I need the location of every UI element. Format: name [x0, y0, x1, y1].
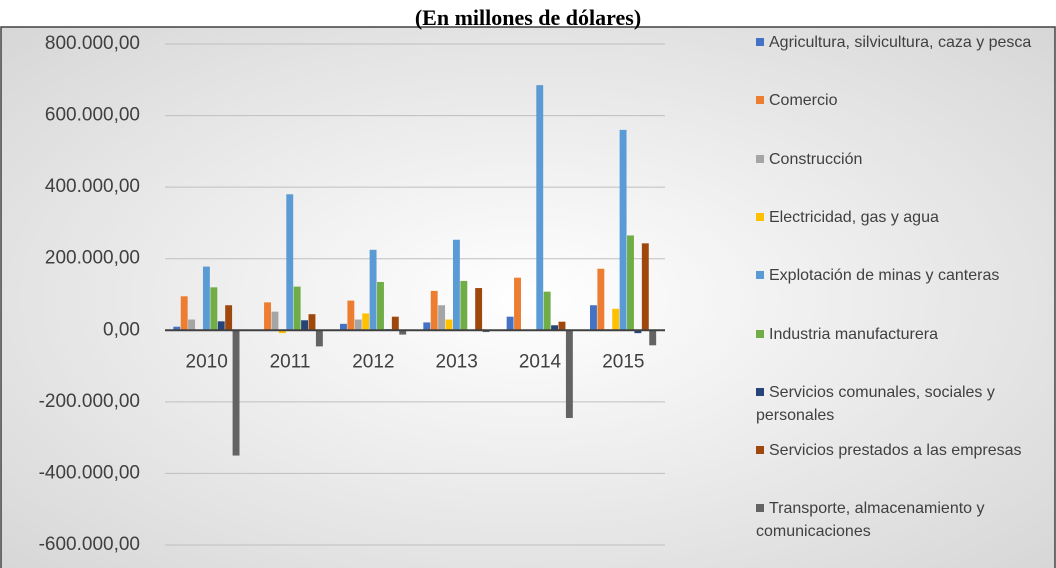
bar — [460, 280, 468, 331]
legend-label: Electricidad, gas y agua — [769, 208, 939, 226]
x-tick-label: 2015 — [602, 351, 644, 372]
bar — [423, 322, 431, 331]
bar — [301, 320, 309, 331]
y-tick-label: -400.000,00 — [39, 462, 140, 483]
bar — [430, 290, 438, 331]
x-tick-label: 2011 — [270, 351, 311, 372]
bar — [225, 305, 233, 331]
bar — [340, 323, 347, 331]
bar — [445, 319, 453, 331]
bar — [565, 330, 573, 418]
bar — [354, 319, 362, 331]
bar — [210, 287, 218, 331]
legend-label: Servicios comunales, sociales y personal… — [756, 383, 995, 424]
bar — [173, 326, 181, 331]
legend-label: Servicios prestados a las empresas — [769, 442, 1022, 460]
legend-swatch — [756, 504, 764, 513]
bar — [271, 311, 279, 331]
bar — [180, 296, 188, 331]
x-tick-label: 2010 — [186, 351, 228, 372]
bar — [369, 249, 377, 331]
legend-item: Construcción — [756, 148, 1052, 171]
bar — [217, 321, 225, 331]
x-tick-label: 2013 — [436, 351, 478, 372]
bar — [619, 129, 627, 331]
bar — [597, 268, 605, 331]
bar — [308, 314, 316, 331]
legend-item: Comercio — [756, 89, 1052, 112]
bar — [188, 319, 196, 331]
bar — [264, 302, 271, 331]
y-tick-label: 200.000,00 — [45, 248, 140, 269]
bar — [293, 286, 301, 331]
legend-item: Agricultura, silvicultura, caza y pesca — [756, 31, 1052, 54]
legend-item: Explotación de minas y canteras — [756, 264, 1052, 287]
legend-swatch — [756, 154, 764, 163]
chart-title: (En millones de dólares) — [415, 5, 641, 30]
bar — [399, 330, 407, 335]
bar — [543, 291, 551, 331]
bar — [612, 308, 620, 331]
bar — [377, 281, 384, 331]
bar — [649, 330, 657, 346]
bar — [506, 316, 514, 331]
bar — [232, 330, 240, 456]
legend-swatch — [756, 271, 764, 280]
bar — [475, 288, 483, 331]
bar — [286, 194, 294, 331]
bar — [634, 330, 642, 334]
bar — [627, 235, 634, 331]
legend-label: Comercio — [769, 92, 838, 110]
legend-swatch — [756, 212, 764, 221]
legend-swatch — [756, 329, 764, 338]
bar — [278, 330, 286, 334]
legend-label: Agricultura, silvicultura, caza y pesca — [769, 34, 1032, 51]
x-tick-label: 2012 — [352, 351, 394, 372]
y-tick-label: -200.000,00 — [39, 391, 140, 412]
bar — [514, 277, 521, 331]
legend-label: Construcción — [769, 150, 863, 168]
legend-label: Industria manufacturera — [769, 325, 938, 343]
legend-label: Transporte, almacenamiento y comunicacio… — [756, 500, 985, 541]
legend-item: Electricidad, gas y agua — [756, 206, 1052, 229]
legend-swatch — [756, 387, 764, 396]
bar — [315, 330, 323, 347]
y-tick-label: 400.000,00 — [45, 176, 140, 197]
legend-item: Servicios comunales, sociales y personal… — [756, 381, 1052, 427]
y-tick-label: 800.000,00 — [45, 33, 140, 54]
legend-swatch — [756, 96, 764, 105]
bar — [641, 243, 649, 331]
y-tick-label: 0,00 — [103, 319, 140, 340]
bar — [452, 239, 460, 331]
bar — [347, 300, 355, 331]
chart-area — [0, 26, 1056, 568]
legend-item: Industria manufacturera — [756, 323, 1052, 346]
y-tick-label: 600.000,00 — [45, 105, 140, 126]
bar — [551, 325, 559, 331]
legend-label: Explotación de minas y canteras — [769, 267, 1000, 285]
bar — [202, 266, 210, 331]
bar — [438, 305, 446, 331]
bar — [590, 305, 597, 331]
bar — [558, 321, 566, 331]
legend-item: Transporte, almacenamiento y comunicacio… — [756, 497, 1052, 543]
bar — [536, 85, 544, 331]
x-tick-label: 2014 — [519, 351, 562, 372]
y-tick-label: -600.000,00 — [39, 534, 140, 555]
legend-swatch — [756, 38, 764, 46]
bar — [391, 316, 399, 331]
legend-swatch — [756, 446, 764, 455]
bar — [362, 313, 370, 331]
legend-item: Servicios prestados a las empresas — [756, 439, 1052, 462]
